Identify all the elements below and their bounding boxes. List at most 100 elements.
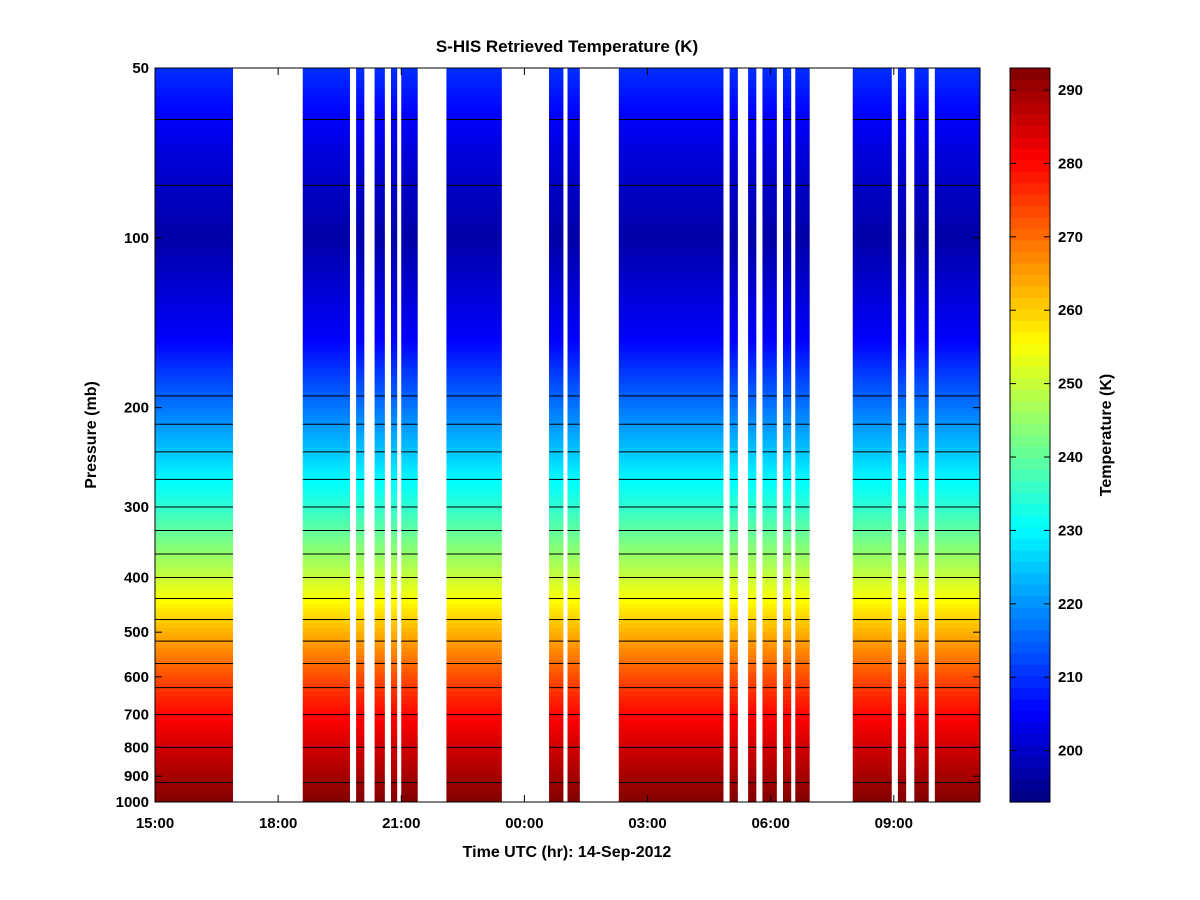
heat-cell <box>302 484 350 489</box>
heat-cell <box>748 288 757 293</box>
heat-cell <box>618 352 724 357</box>
heat-cell <box>618 680 724 685</box>
heat-cell <box>401 756 418 761</box>
heat-cell <box>302 648 350 653</box>
heat-cell <box>795 112 810 117</box>
heat-cell <box>302 440 350 445</box>
heat-cell <box>391 168 398 173</box>
heat-cell <box>374 592 385 597</box>
heat-cell <box>934 324 980 329</box>
heat-cell <box>155 504 233 509</box>
heat-cell <box>567 508 580 513</box>
heat-cell <box>155 268 233 273</box>
heat-cell <box>795 336 810 341</box>
heat-cell <box>155 336 233 341</box>
heat-cell <box>446 196 502 201</box>
heat-cell <box>549 716 564 721</box>
heat-cell <box>914 208 929 213</box>
heat-cell <box>374 424 385 429</box>
heat-cell <box>795 424 810 429</box>
heat-cell <box>852 588 892 593</box>
heat-cell <box>374 388 385 393</box>
heat-cell <box>155 548 233 553</box>
heat-cell <box>446 248 502 253</box>
heat-cell <box>155 260 233 265</box>
heat-cell <box>356 324 365 329</box>
heat-cell <box>618 120 724 125</box>
heat-cell <box>567 220 580 225</box>
heat-cell <box>391 800 398 802</box>
data-segment <box>914 68 929 802</box>
heat-cell <box>748 436 757 441</box>
heat-cell <box>795 672 810 677</box>
heat-cell <box>567 192 580 197</box>
heat-cell <box>934 336 980 341</box>
heat-cell <box>391 248 398 253</box>
heat-cell <box>897 680 907 685</box>
heat-cell <box>446 236 502 241</box>
heat-cell <box>374 776 385 781</box>
heat-cell <box>155 724 233 729</box>
heat-cell <box>446 576 502 581</box>
heat-cell <box>391 404 398 409</box>
heat-cell <box>729 332 738 337</box>
heat-cell <box>748 648 757 653</box>
heat-cell <box>934 320 980 325</box>
heat-cell <box>852 544 892 549</box>
data-segment <box>762 68 777 802</box>
heat-cell <box>729 788 738 793</box>
heat-cell <box>914 172 929 177</box>
heat-cell <box>914 516 929 521</box>
heat-cell <box>852 796 892 801</box>
heat-cell <box>729 248 738 253</box>
heat-cell <box>795 432 810 437</box>
heat-cell <box>934 120 980 125</box>
heat-cell <box>897 260 907 265</box>
heat-cell <box>934 312 980 317</box>
heat-cell <box>374 568 385 573</box>
heat-cell <box>914 324 929 329</box>
heat-cell <box>795 276 810 281</box>
heat-cell <box>795 312 810 317</box>
heat-cell <box>401 380 418 385</box>
heat-cell <box>401 716 418 721</box>
heat-cell <box>374 276 385 281</box>
heat-cell <box>795 188 810 193</box>
heat-cell <box>567 636 580 641</box>
heat-cell <box>391 540 398 545</box>
heat-cell <box>549 632 564 637</box>
heat-cell <box>446 264 502 269</box>
heat-cell <box>446 732 502 737</box>
heat-cell <box>914 732 929 737</box>
heat-cell <box>762 800 777 802</box>
heat-cell <box>549 776 564 781</box>
heat-cell <box>155 100 233 105</box>
heat-cell <box>934 284 980 289</box>
heat-cell <box>934 620 980 625</box>
heat-cell <box>852 624 892 629</box>
heat-cell <box>155 672 233 677</box>
heat-cell <box>618 544 724 549</box>
heat-cell <box>795 588 810 593</box>
heat-cell <box>155 588 233 593</box>
heat-cell <box>401 416 418 421</box>
heat-cell <box>391 352 398 357</box>
heat-cell <box>729 656 738 661</box>
heat-cell <box>391 268 398 273</box>
heat-cell <box>934 468 980 473</box>
heat-cell <box>567 76 580 81</box>
heat-cell <box>374 256 385 261</box>
heat-cell <box>762 104 777 109</box>
heat-cell <box>401 740 418 745</box>
heat-cell <box>897 156 907 161</box>
heat-cell <box>567 376 580 381</box>
heat-cell <box>795 84 810 89</box>
heat-cell <box>401 676 418 681</box>
heat-cell <box>446 428 502 433</box>
heat-cell <box>446 656 502 661</box>
heat-cell <box>567 664 580 669</box>
heat-cell <box>618 700 724 705</box>
heat-cell <box>155 388 233 393</box>
heat-cell <box>782 756 792 761</box>
heat-cell <box>729 408 738 413</box>
